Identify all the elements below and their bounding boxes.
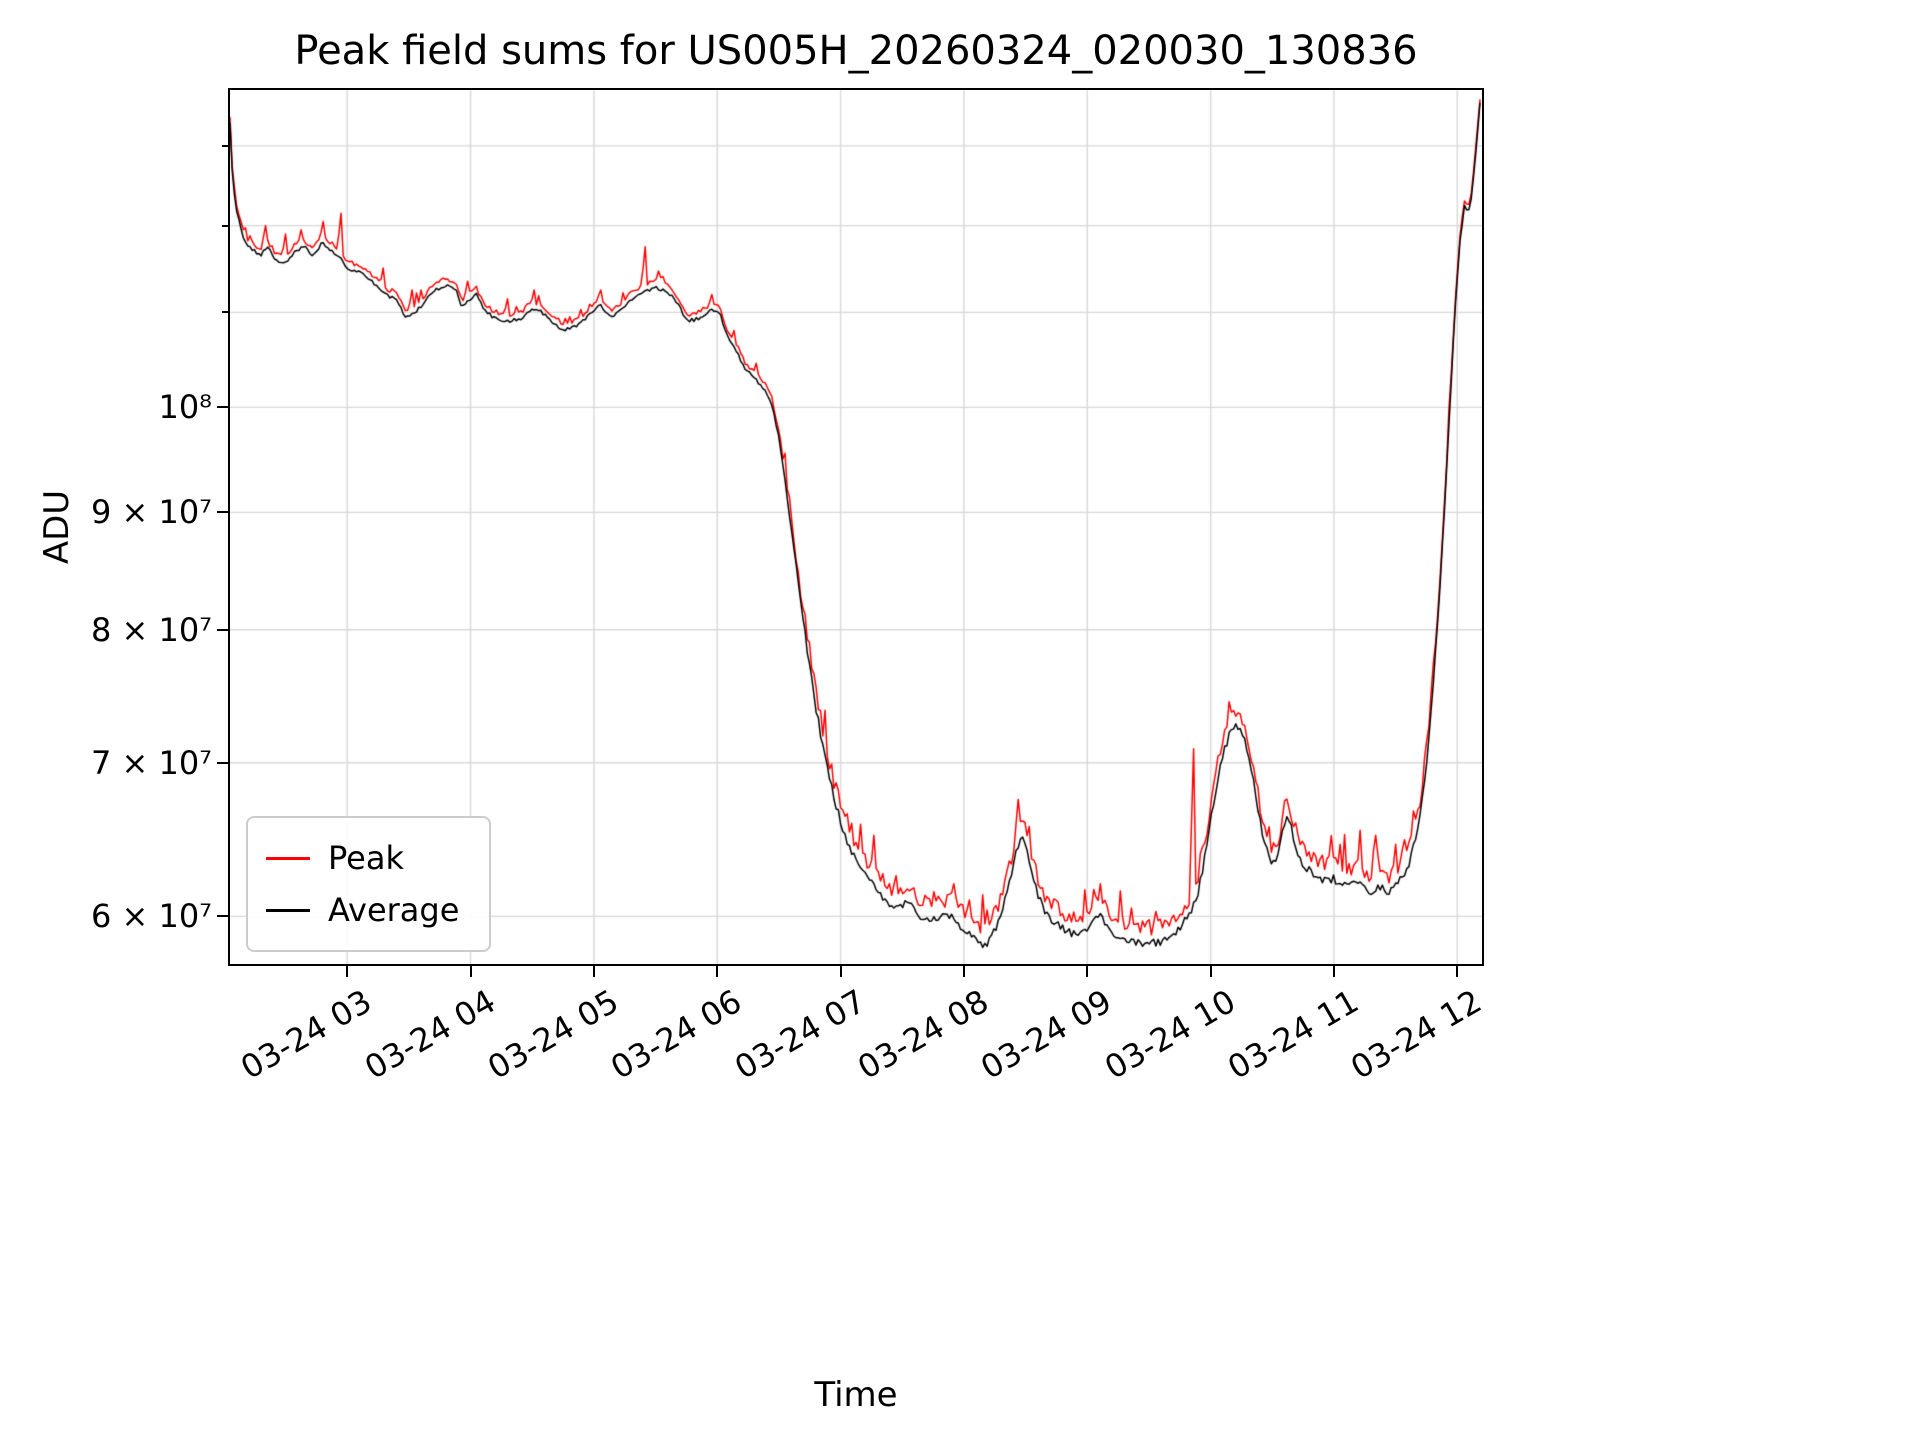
y-tick-label: 7 × 10⁷ bbox=[90, 743, 212, 782]
legend-label-average: Average bbox=[328, 891, 460, 929]
x-tick-mark bbox=[716, 966, 719, 977]
y-minor-tick-mark bbox=[222, 144, 228, 147]
x-tick-label: 03-24 06 bbox=[604, 982, 749, 1087]
legend-label-peak: Peak bbox=[328, 839, 404, 877]
y-tick-mark bbox=[217, 511, 228, 514]
x-tick-mark bbox=[1456, 966, 1459, 977]
x-tick-label: 03-24 11 bbox=[1221, 982, 1365, 1087]
y-tick-label: 6 × 10⁷ bbox=[90, 897, 212, 936]
x-tick-label: 03-24 12 bbox=[1344, 982, 1489, 1087]
chart-title: Peak field sums for US005H_20260324_0200… bbox=[294, 28, 1418, 74]
y-tick-mark bbox=[217, 915, 228, 918]
x-tick-mark bbox=[1332, 966, 1335, 977]
x-axis-label: Time bbox=[814, 1375, 898, 1415]
y-tick-label: 8 × 10⁷ bbox=[90, 610, 212, 649]
peak-line-swatch bbox=[266, 856, 310, 860]
x-tick-mark bbox=[1086, 966, 1089, 977]
legend: Peak Average bbox=[246, 816, 492, 952]
x-tick-mark bbox=[346, 966, 349, 977]
x-tick-mark bbox=[839, 966, 842, 977]
x-tick-label: 03-24 10 bbox=[1098, 982, 1242, 1087]
y-minor-tick-mark bbox=[222, 224, 228, 227]
y-tick-mark bbox=[217, 628, 228, 631]
y-tick-mark bbox=[217, 761, 228, 764]
x-tick-label: 03-24 07 bbox=[727, 982, 872, 1087]
y-tick-mark bbox=[217, 406, 228, 409]
x-tick-label: 03-24 04 bbox=[357, 982, 502, 1087]
x-tick-mark bbox=[469, 966, 472, 977]
y-minor-tick-mark bbox=[222, 311, 228, 314]
legend-item-peak: Peak bbox=[266, 832, 459, 884]
y-tick-label: 10⁸ bbox=[158, 388, 212, 427]
x-tick-label: 03-24 03 bbox=[234, 982, 379, 1087]
y-tick-label: 9 × 10⁷ bbox=[90, 493, 212, 532]
x-tick-label: 03-24 05 bbox=[481, 982, 625, 1087]
x-tick-mark bbox=[592, 966, 595, 977]
average-line-swatch bbox=[266, 908, 310, 912]
x-tick-label: 03-24 08 bbox=[851, 982, 995, 1087]
x-tick-label: 03-24 09 bbox=[974, 982, 1119, 1087]
plot-area: Peak Average bbox=[228, 88, 1484, 966]
x-tick-mark bbox=[1209, 966, 1212, 977]
legend-item-average: Average bbox=[266, 884, 459, 936]
x-tick-mark bbox=[962, 966, 965, 977]
